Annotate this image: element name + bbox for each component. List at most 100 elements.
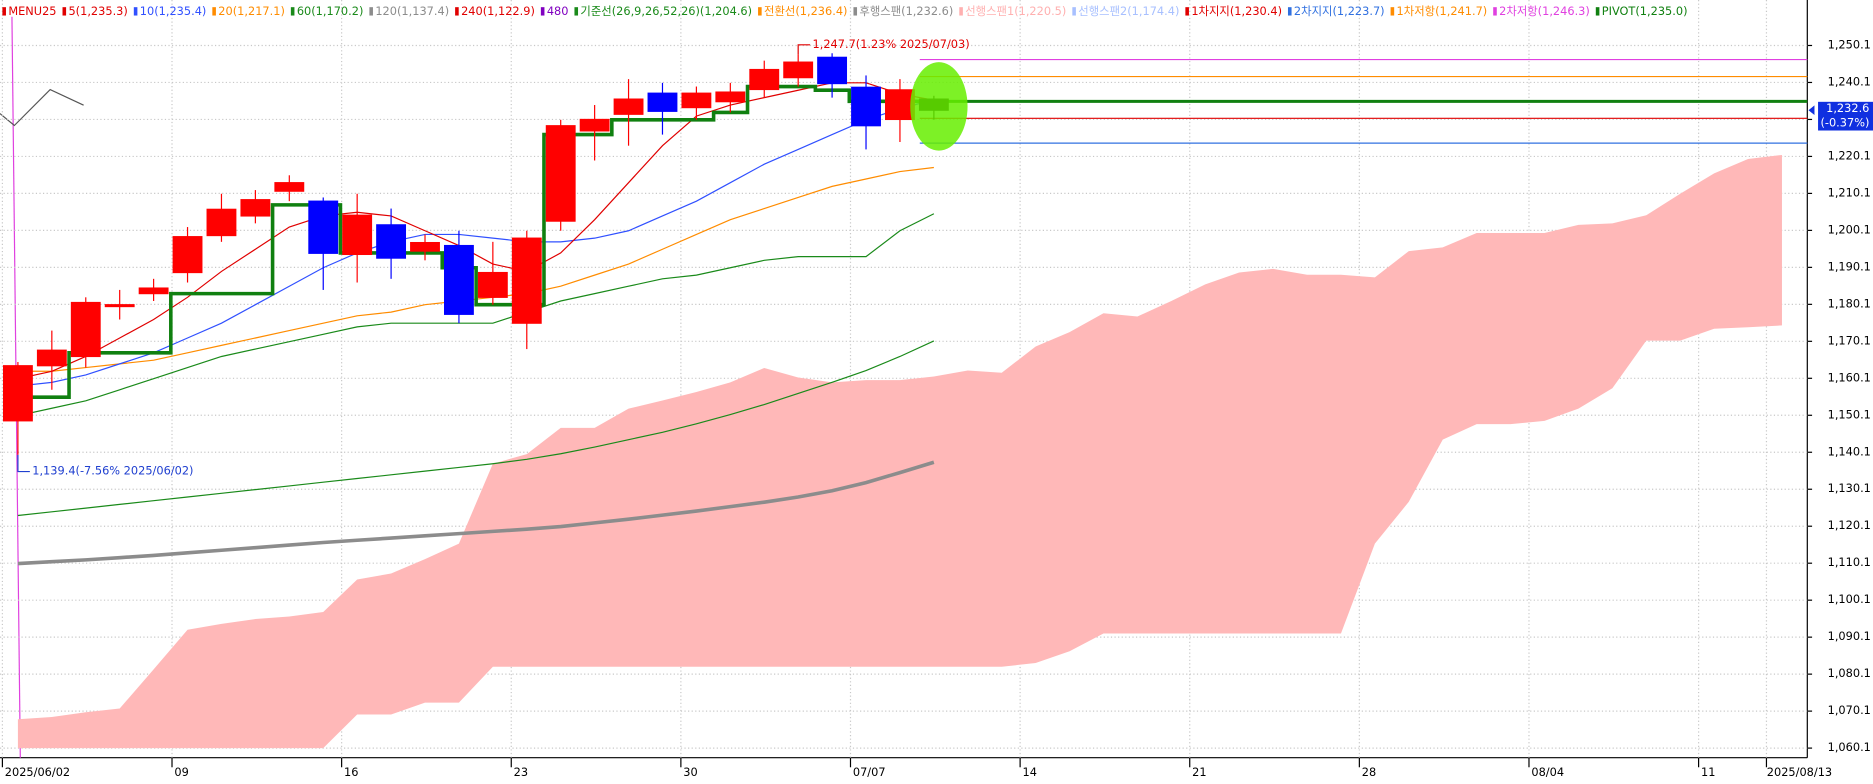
y-tick-label: 1,150.1 bbox=[1828, 407, 1871, 421]
candle-body bbox=[308, 200, 339, 254]
legend-label: 1차저항(1,241.7) bbox=[1397, 4, 1488, 18]
candle-body bbox=[410, 241, 440, 252]
candle-body bbox=[885, 89, 915, 121]
candle-body bbox=[172, 236, 203, 274]
x-tick-label: 21 bbox=[1192, 765, 1206, 779]
legend-label: 2차저항(1,246.3) bbox=[1499, 4, 1590, 18]
x-tick-label: 11 bbox=[1701, 765, 1715, 779]
legend-label: 기준선(26,9,26,52,26)(1,204.6) bbox=[580, 4, 752, 18]
y-tick-label: 1,220.1 bbox=[1828, 148, 1871, 162]
legend-label: 2차지지(1,223.7) bbox=[1294, 4, 1385, 18]
candle-body bbox=[613, 98, 644, 115]
cloud bbox=[17, 154, 1782, 749]
y-tick-label: 1,140.1 bbox=[1828, 444, 1871, 458]
overlay: 1,139.4(-7.56% 2025/06/02) 1,247.7(1.23% … bbox=[17, 37, 1873, 478]
candle-body bbox=[851, 86, 881, 127]
candle-body bbox=[444, 244, 474, 315]
candle-body bbox=[715, 91, 746, 103]
y-tick-label: 1,070.1 bbox=[1828, 703, 1871, 717]
candle-body bbox=[545, 125, 576, 222]
candle-body bbox=[206, 208, 237, 237]
legend-swatch bbox=[1072, 7, 1076, 16]
candle-body bbox=[274, 182, 305, 192]
candle-body bbox=[2, 365, 33, 422]
highlight bbox=[910, 62, 968, 151]
annotation: 1,139.4(-7.56% 2025/06/02) bbox=[32, 464, 193, 478]
candle-body bbox=[376, 224, 407, 259]
y-tick-label: 1,250.1 bbox=[1828, 37, 1871, 51]
y-tick-label: 1,130.1 bbox=[1828, 481, 1871, 495]
x-tick-label: 2025/06/02 bbox=[5, 765, 70, 779]
current-price: 1,232.6 bbox=[1826, 101, 1869, 115]
legend-label: 5(1,235.3) bbox=[68, 4, 127, 18]
candle-body bbox=[138, 287, 169, 295]
legend-label: PIVOT(1,235.0) bbox=[1602, 4, 1688, 18]
y-tick-label: 1,060.1 bbox=[1828, 740, 1871, 754]
legend-label: 후행스팬(1,232.6) bbox=[859, 4, 953, 18]
candle-body bbox=[817, 56, 848, 85]
legend-label: 10(1,235.4) bbox=[140, 4, 207, 18]
x-tick-label: 2025/08/13 bbox=[1767, 765, 1832, 779]
y-tick-label: 1,170.1 bbox=[1828, 333, 1871, 347]
legend-label: 480 bbox=[547, 4, 569, 18]
ichimoku-cloud bbox=[17, 154, 1782, 749]
y-tick-label: 1,240.1 bbox=[1828, 74, 1871, 88]
current-change: (-0.37%) bbox=[1820, 115, 1869, 129]
current-box bbox=[1818, 101, 1873, 131]
y-tick-label: 1,190.1 bbox=[1828, 259, 1871, 273]
annotation: 1,247.7(1.23% 2025/07/03) bbox=[813, 37, 970, 51]
legend-swatch bbox=[455, 7, 459, 16]
x-tick-label: 08/04 bbox=[1531, 765, 1564, 779]
legend-swatch bbox=[133, 7, 138, 16]
legend-swatch bbox=[290, 7, 295, 16]
candle-body bbox=[70, 301, 101, 358]
y-tick-label: 1,160.1 bbox=[1828, 370, 1871, 384]
y-tick-label: 1,080.1 bbox=[1828, 666, 1871, 680]
candle-body bbox=[681, 92, 712, 109]
legend-swatch bbox=[62, 7, 67, 16]
candle-body bbox=[104, 304, 135, 308]
candle-body bbox=[783, 61, 814, 79]
indicator-line bbox=[17, 84, 934, 399]
legend-label: 60(1,170.2) bbox=[297, 4, 364, 18]
x-tick-label: 30 bbox=[683, 765, 697, 779]
legend-label: 전환선(1,236.4) bbox=[764, 4, 847, 18]
legend-label: 20(1,217.1) bbox=[218, 4, 285, 18]
legend-swatch bbox=[758, 7, 762, 16]
candle-body bbox=[749, 68, 780, 91]
candle-body bbox=[36, 349, 67, 367]
x-tick-label: 07/07 bbox=[853, 765, 886, 779]
candle-body bbox=[647, 92, 678, 112]
legend-swatch bbox=[1185, 7, 1189, 16]
legend-swatch bbox=[1390, 7, 1395, 16]
candle-body bbox=[579, 118, 610, 132]
y-tick-label: 1,110.1 bbox=[1828, 555, 1871, 569]
legend-swatch bbox=[369, 7, 373, 16]
legend-label: 선행스팬2(1,174.4) bbox=[1078, 4, 1179, 18]
indicator-line bbox=[17, 213, 935, 417]
annotation-arrow bbox=[17, 454, 30, 473]
candle-body bbox=[342, 214, 373, 256]
legend-swatch bbox=[540, 7, 545, 16]
indicator-line bbox=[17, 340, 935, 517]
current-marker bbox=[1808, 105, 1815, 115]
y-tick-label: 1,100.1 bbox=[1828, 592, 1871, 606]
legend: MENU25 5(1,235.3) 10(1,235.4) 20(1,217.1) 60… bbox=[2, 4, 1688, 18]
x-tick-label: 16 bbox=[344, 765, 358, 779]
y-tick-label: 1,180.1 bbox=[1828, 296, 1871, 310]
x-tick-label: 09 bbox=[174, 765, 188, 779]
legend-swatch bbox=[959, 7, 963, 16]
legend-swatch bbox=[853, 7, 858, 16]
legend-swatch bbox=[1287, 7, 1292, 16]
x-tick-label: 28 bbox=[1362, 765, 1376, 779]
legend-swatch bbox=[574, 7, 579, 16]
annotation-arrow bbox=[797, 44, 811, 55]
candle-body bbox=[511, 237, 542, 324]
legend-label: MENU25 bbox=[8, 4, 56, 18]
legend-label: 선행스팬1(1,220.5) bbox=[965, 4, 1066, 18]
candle-body bbox=[477, 271, 508, 298]
legend-swatch bbox=[1595, 7, 1600, 16]
legend-label: 1차지지(1,230.4) bbox=[1191, 4, 1282, 18]
legend-label: 240(1,122.9) bbox=[461, 4, 535, 18]
